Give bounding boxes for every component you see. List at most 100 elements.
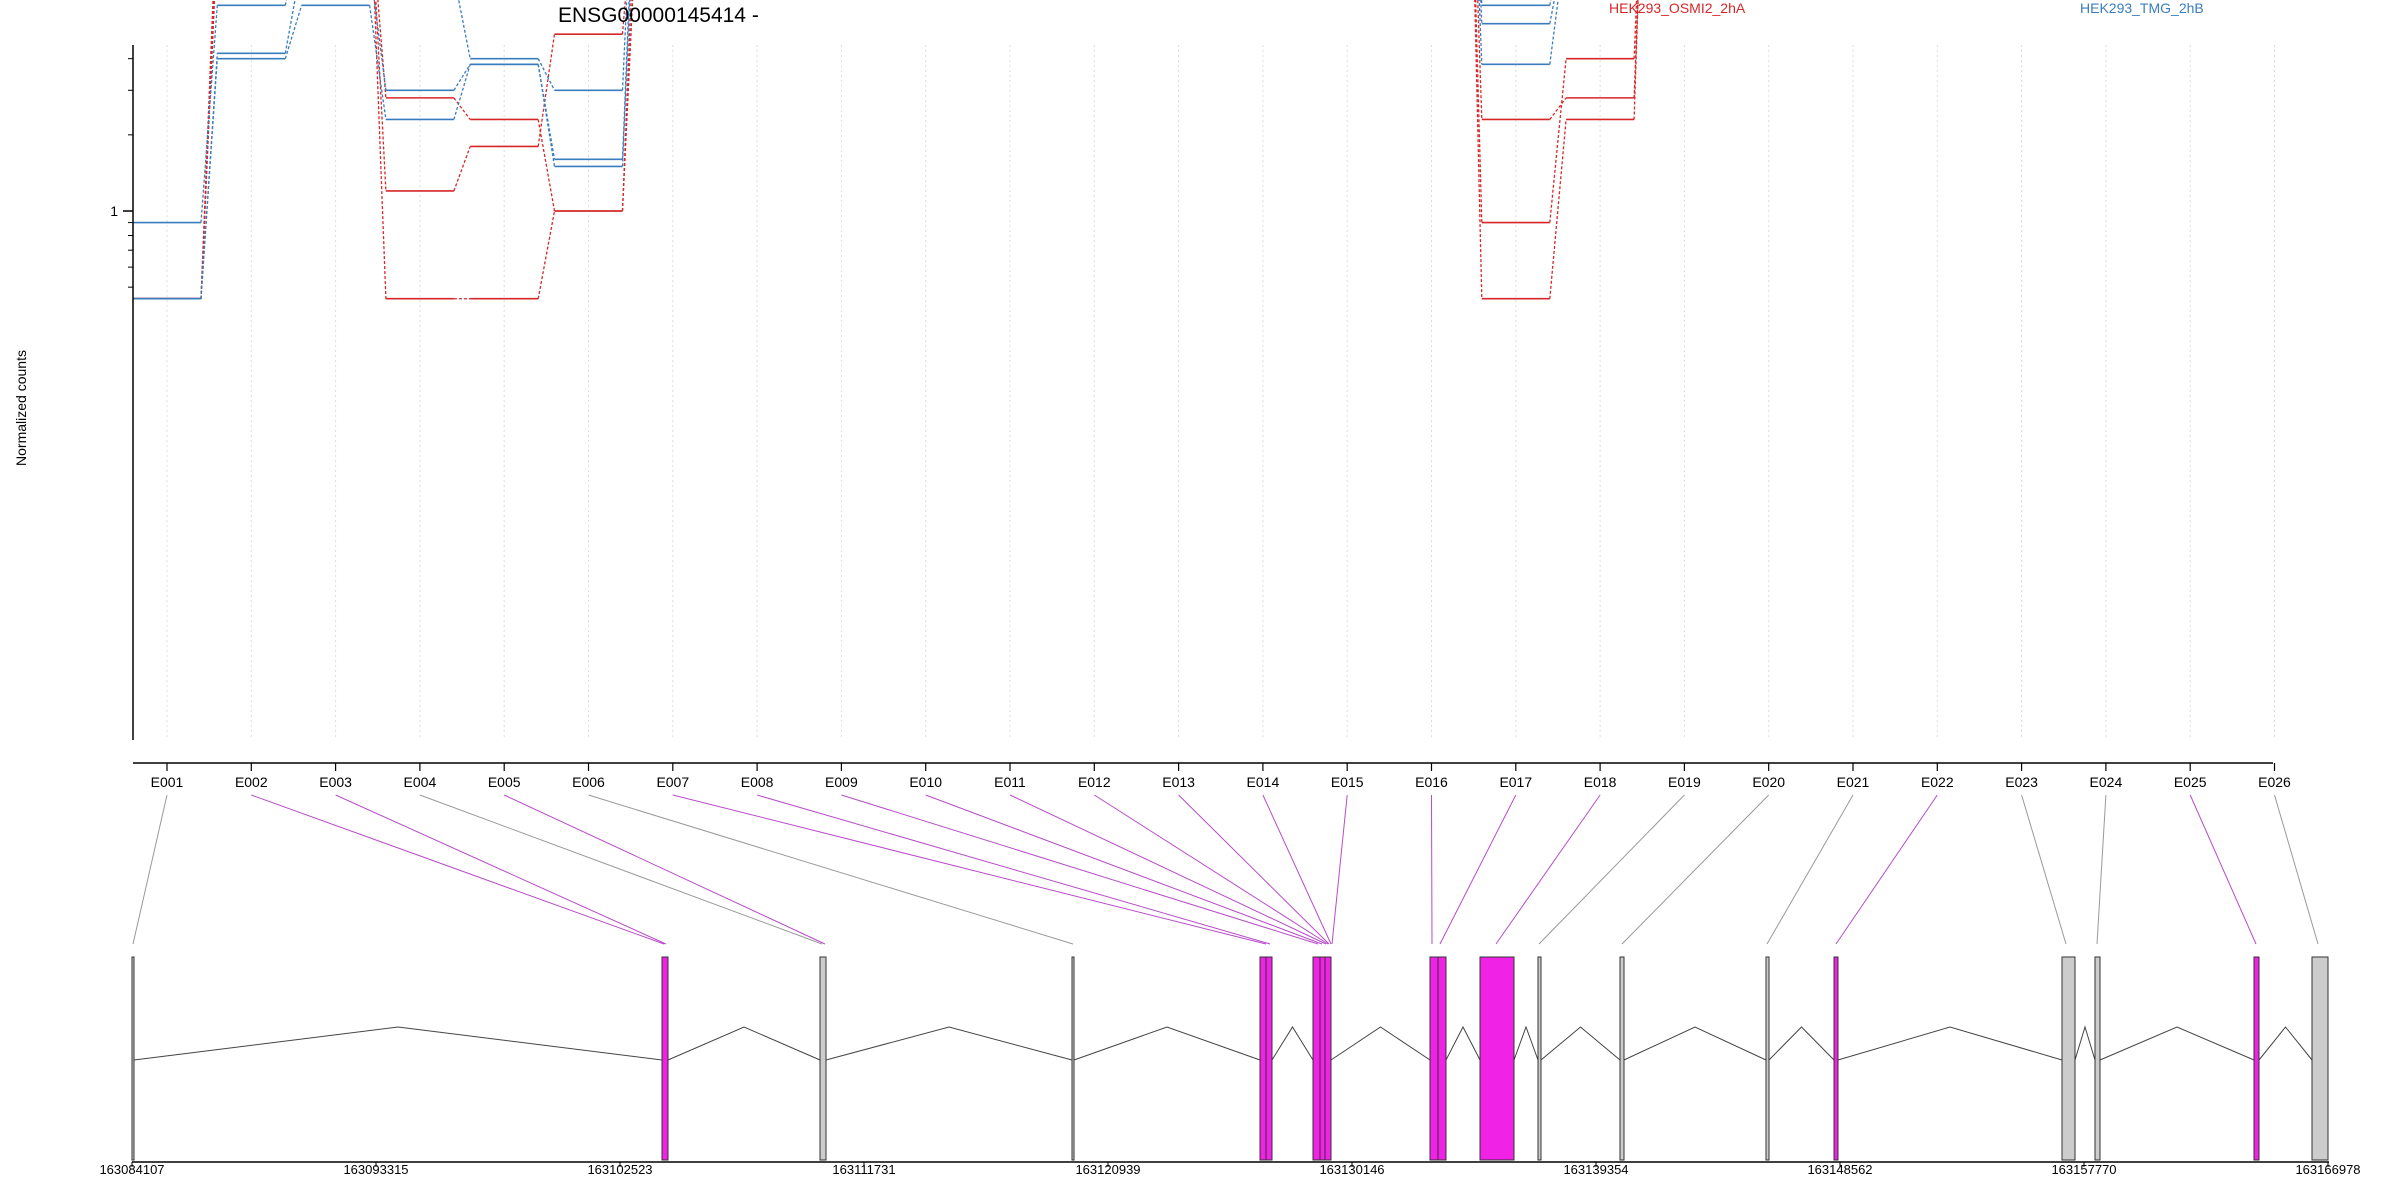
series-3-hek293_osmi2_2ha xyxy=(133,0,1639,300)
connector-e026 xyxy=(2274,794,2319,945)
connector-e001 xyxy=(132,794,168,945)
series-connector xyxy=(537,34,556,147)
connector-e015 xyxy=(1331,794,1348,945)
exon-block xyxy=(2094,956,2101,1161)
intron-line xyxy=(2099,1026,2255,1061)
series-connector xyxy=(284,0,296,54)
xtick-label-e008: E008 xyxy=(741,774,774,790)
axes xyxy=(132,45,2273,764)
connector-e011 xyxy=(1009,794,1327,945)
intron-line xyxy=(1073,1026,1261,1061)
intron-line xyxy=(1768,1026,1835,1061)
series-connector xyxy=(200,0,215,299)
xtick-label-e025: E025 xyxy=(2174,774,2207,790)
series-connector xyxy=(375,0,387,192)
series-connector xyxy=(453,146,471,192)
connector-e004 xyxy=(419,794,823,945)
intron-line xyxy=(1271,1026,1314,1061)
legend-label-osmi2: HEK293_OSMI2_2hA xyxy=(1609,0,1746,16)
connector-e018 xyxy=(1495,794,1601,945)
intron-line xyxy=(1330,1026,1431,1061)
xtick-label-e004: E004 xyxy=(404,774,437,790)
xtick-label-e021: E021 xyxy=(1837,774,1870,790)
series-connector xyxy=(1477,0,1483,120)
exon-block xyxy=(661,956,669,1161)
xtick-label-e006: E006 xyxy=(572,774,605,790)
exon-block xyxy=(1071,956,1075,1161)
connector-e020 xyxy=(1621,794,1770,945)
connector-e009 xyxy=(841,794,1319,945)
xtick-label-e013: E013 xyxy=(1162,774,1195,790)
genomic-coordinate-label: 163148562 xyxy=(1807,1162,1872,1177)
xtick-label-e003: E003 xyxy=(319,774,352,790)
xtick-label-e015: E015 xyxy=(1331,774,1364,790)
xtick-label-e011: E011 xyxy=(994,774,1026,790)
series-connector xyxy=(1633,0,1639,120)
intron-line xyxy=(1540,1026,1621,1061)
exon-block xyxy=(2061,956,2076,1161)
genomic-coordinate-label: 163139354 xyxy=(1563,1162,1628,1177)
series-connector xyxy=(537,64,556,167)
series-connector xyxy=(373,0,387,299)
series-connector xyxy=(284,0,288,6)
exon-block xyxy=(1479,956,1515,1161)
series-4-hek293_tmg_2hb xyxy=(133,0,1552,224)
connector-e006 xyxy=(588,794,1074,945)
intron-line xyxy=(2074,1025,2096,1061)
grid-lines xyxy=(166,45,2275,740)
connector-e007 xyxy=(672,794,1267,945)
intron-line xyxy=(1513,1025,1539,1061)
exon-block xyxy=(131,956,135,1161)
genomic-coordinate-label: 163166978 xyxy=(2295,1162,2360,1177)
exon-block xyxy=(819,956,827,1161)
connector-e021 xyxy=(1766,794,1854,945)
series-1-hek293_osmi2_2ha xyxy=(133,0,1639,300)
series-connector xyxy=(621,0,626,35)
series-lines xyxy=(133,0,1639,300)
series-connector xyxy=(453,63,471,91)
xtick-label-e012: E012 xyxy=(1078,774,1111,790)
series-connector xyxy=(537,58,556,91)
exon-block xyxy=(1537,956,1542,1161)
series-connector xyxy=(537,119,556,212)
genomic-coordinate-label: 163102523 xyxy=(587,1162,652,1177)
series-connector xyxy=(537,64,556,160)
intron-line xyxy=(1837,1026,2063,1061)
series-connector xyxy=(1549,0,1559,65)
x-ticks: E001 E002 E003 E004 E005 E006 E007 E008 E009 E010… xyxy=(151,763,2291,790)
series-connector xyxy=(457,0,471,59)
connector-e024 xyxy=(2096,794,2107,945)
intron-line xyxy=(133,1026,663,1061)
intron-line xyxy=(667,1026,821,1061)
series-connector xyxy=(200,0,216,299)
xtick-label-e024: E024 xyxy=(2090,774,2123,790)
exon-block xyxy=(2311,956,2329,1161)
series-5-hek293_tmg_2hb xyxy=(133,0,1555,300)
xtick-label-e009: E009 xyxy=(825,774,858,790)
chart-title: ENSG00000145414 - xyxy=(558,4,759,27)
exon-block xyxy=(1765,956,1770,1161)
intron-line xyxy=(2258,1026,2313,1061)
xtick-label-e005: E005 xyxy=(488,774,521,790)
series-connector xyxy=(368,5,387,120)
series-2-hek293_osmi2_2ha xyxy=(133,0,1638,300)
connector-e017 xyxy=(1439,794,1517,945)
series-connector xyxy=(284,5,303,59)
series-connector xyxy=(200,5,218,223)
intron-line xyxy=(1445,1025,1481,1061)
series-connector xyxy=(1474,0,1483,223)
connector-e003 xyxy=(335,794,667,945)
intron-line xyxy=(825,1026,1073,1061)
series-connector xyxy=(621,0,631,167)
genomic-coordinate-label: 163093315 xyxy=(343,1162,408,1177)
genomic-coordinate-label: 163084107 xyxy=(99,1162,164,1177)
connector-e016 xyxy=(1431,794,1433,945)
y-axis-label: Normalized counts xyxy=(13,350,29,466)
xtick-label-e001: E001 xyxy=(151,774,184,790)
xtick-label-e026: E026 xyxy=(2258,774,2291,790)
y-ticks: 110100 xyxy=(110,58,133,288)
gene-model: 163084107 163093315 163102523 163111731 1631… xyxy=(99,956,2361,1177)
connector-e010 xyxy=(925,794,1323,945)
xtick-label-e023: E023 xyxy=(2005,774,2038,790)
